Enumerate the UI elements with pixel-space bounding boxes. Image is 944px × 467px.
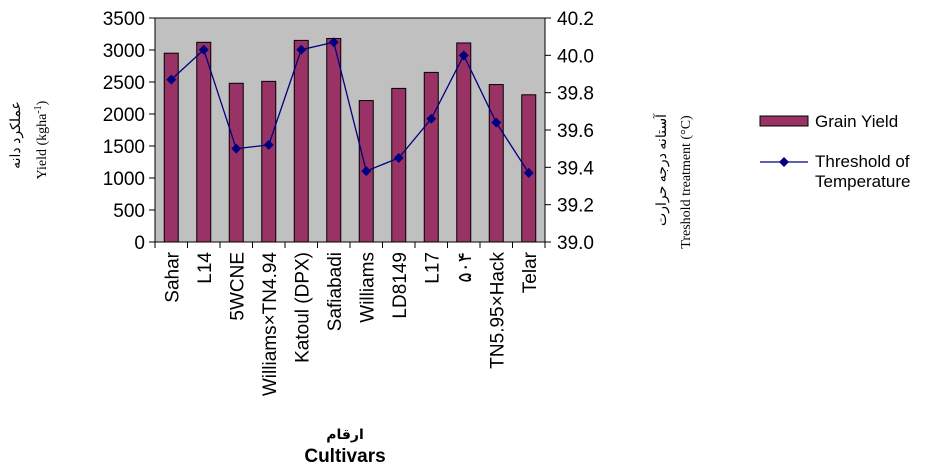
threshold-point-11 [491, 117, 502, 128]
y-left-title: Yield (kgha-1) [33, 100, 51, 179]
right-tick-label-39-6: 39.6 [557, 121, 594, 142]
legend-label-threshold-line1: Threshold of [815, 152, 910, 171]
y-right-title: Treshold treatment (°C) [679, 115, 694, 249]
left-tick-label-500: 500 [113, 201, 145, 222]
left-axis: 0 500 1000 1500 2000 2500 3000 3500 [103, 9, 156, 254]
x-title-fa: ارقام [326, 427, 364, 443]
bar-2 [196, 41, 212, 243]
bar-11 [488, 84, 504, 243]
bar-3 [228, 82, 244, 243]
left-tick-label-0: 0 [134, 233, 145, 254]
category-label-5: Katoul (DPX) [292, 252, 313, 363]
threshold-point-12 [523, 167, 534, 178]
bar-4 [261, 80, 277, 243]
threshold-point-1 [166, 74, 177, 85]
right-tick-label-39-4: 39.4 [557, 158, 594, 179]
left-tick-label-1500: 1500 [103, 137, 145, 158]
bar-9 [423, 71, 439, 243]
bar-10 [456, 42, 472, 243]
right-tick-label-39-0: 39.0 [557, 233, 594, 254]
category-label-12: Telar [520, 251, 541, 293]
threshold-point-9 [426, 113, 437, 124]
right-tick-label-39-8: 39.8 [557, 84, 594, 105]
category-label-1: Sahar [162, 251, 183, 302]
right-tick-label-40-0: 40.0 [557, 46, 594, 67]
threshold-point-6 [328, 37, 339, 48]
left-tick-label-1000: 1000 [103, 169, 145, 190]
threshold-point-4 [263, 139, 274, 150]
y-left-title-fa: عملکرد دانه [9, 101, 24, 169]
y-right-title-fa: آستانه درجه حرارت [652, 113, 670, 226]
category-label-7: Williams [357, 252, 378, 323]
threshold-point-3 [231, 143, 242, 154]
legend: Grain Yield Threshold of Temperature [759, 112, 910, 191]
category-label-11: TN5.95×Hack [487, 252, 508, 369]
threshold-point-8 [393, 153, 404, 163]
plot-area [154, 17, 546, 243]
category-label-6: Safiabadi [325, 252, 346, 331]
threshold-point-7 [361, 166, 372, 177]
right-tick-label-40-2: 40.2 [557, 9, 594, 30]
category-label-9: L17 [422, 252, 443, 284]
right-tick-label-39-2: 39.2 [557, 196, 594, 217]
line-series [166, 37, 534, 178]
threshold-line [170, 41, 530, 174]
category-label-4: Williams×TN4.94 [260, 252, 281, 397]
category-label-3: 5WCNE [227, 252, 248, 321]
right-axis: 39.0 39.2 39.4 39.6 39.8 40.0 40.2 [544, 9, 594, 254]
legend-label-grain-yield: Grain Yield [815, 112, 898, 131]
x-axis: Sahar L14 5WCNE Williams×TN4.94 Katoul (DPX)… [154, 241, 546, 397]
bar-5 [293, 39, 309, 243]
legend-swatch-grain-yield [759, 115, 809, 127]
threshold-point-5 [296, 44, 307, 55]
left-tick-label-2000: 2000 [103, 105, 145, 126]
bar-8 [391, 87, 407, 243]
category-label-8: LD8149 [390, 252, 411, 319]
left-tick-label-3500: 3500 [103, 9, 145, 30]
legend-label-threshold-line2: Temperature [815, 172, 910, 191]
category-label-2: L14 [195, 252, 216, 284]
category-label-10: ۵۰۴ [455, 252, 476, 283]
legend-marker-threshold [779, 157, 789, 167]
left-tick-label-2500: 2500 [103, 73, 145, 94]
threshold-point-2 [198, 44, 209, 55]
bar-6 [326, 37, 342, 243]
threshold-point-10 [458, 50, 469, 61]
left-tick-label-3000: 3000 [103, 41, 145, 62]
x-title: Cultivars [304, 446, 385, 467]
